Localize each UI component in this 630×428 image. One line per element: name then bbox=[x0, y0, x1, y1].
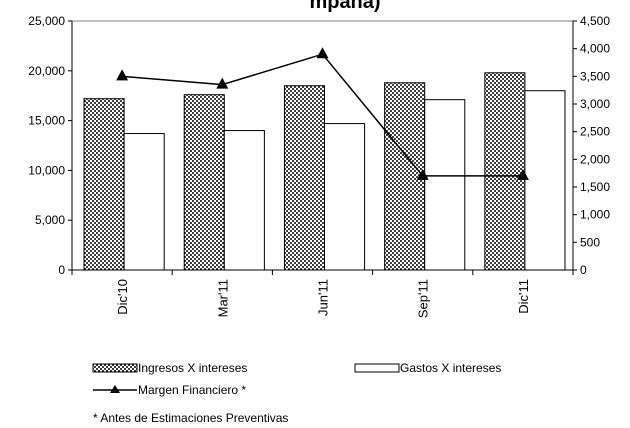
category-label: Sep'11 bbox=[416, 279, 431, 318]
right-axis-tick-label: 2,000 bbox=[580, 152, 610, 166]
right-axis-tick-label: 1,000 bbox=[580, 208, 610, 222]
point-margen-financiero bbox=[216, 77, 229, 89]
legend-label-gastos: Gastos X intereses bbox=[400, 361, 501, 375]
right-axis-tick-label: 500 bbox=[580, 235, 600, 249]
bar-ingresos bbox=[384, 82, 426, 271]
right-axis-tick-label: 2,500 bbox=[580, 125, 610, 139]
chart-title: mpaña) bbox=[309, 0, 380, 13]
left-axis-tick-label: 20,000 bbox=[28, 64, 65, 78]
legend-label-ingresos: Ingresos X intereses bbox=[138, 361, 247, 375]
left-axis-tick-label: 0 bbox=[58, 263, 65, 277]
bar-gastos bbox=[424, 99, 466, 271]
bar-gastos bbox=[223, 130, 265, 271]
point-margen-financiero bbox=[416, 168, 429, 180]
category-label: Jun'11 bbox=[316, 279, 331, 316]
bar-ingresos bbox=[183, 94, 225, 271]
bar-gastos bbox=[524, 90, 566, 271]
point-margen-financiero bbox=[316, 47, 329, 59]
footnote: * Antes de Estimaciones Preventivas bbox=[93, 411, 288, 425]
bar-ingresos bbox=[83, 98, 125, 271]
legend-marker-margen bbox=[110, 385, 120, 393]
category-label: Dic'10 bbox=[115, 279, 130, 315]
bar-ingresos bbox=[283, 85, 326, 271]
legend: Ingresos X intereses Gastos X intereses … bbox=[92, 361, 501, 397]
right-axis-tick-label: 4,000 bbox=[580, 42, 610, 56]
category-label: Dic'11 bbox=[516, 279, 531, 314]
legend-swatch-ingresos bbox=[92, 363, 138, 373]
bar-ingresos bbox=[484, 72, 526, 271]
right-axis-tick-label: 3,500 bbox=[580, 69, 610, 83]
left-axis-tick-label: 5,000 bbox=[35, 213, 65, 227]
legend-swatch-gastos bbox=[354, 363, 400, 373]
point-margen-financiero bbox=[116, 69, 129, 81]
right-axis-tick-label: 0 bbox=[580, 263, 587, 277]
right-axis-tick-label: 3,000 bbox=[580, 97, 610, 111]
bar-gastos bbox=[324, 123, 366, 271]
right-axis-tick-label: 1,500 bbox=[580, 180, 610, 194]
bar-gastos bbox=[123, 133, 165, 271]
right-axis-tick-label: 4,500 bbox=[580, 14, 610, 28]
legend-label-margen: Margen Financiero * bbox=[138, 383, 246, 397]
left-axis-tick-label: 15,000 bbox=[28, 114, 65, 128]
left-axis-tick-label: 25,000 bbox=[28, 14, 65, 28]
left-axis-tick-label: 10,000 bbox=[28, 163, 65, 177]
category-label: Mar'11 bbox=[215, 279, 230, 317]
point-margen-financiero bbox=[516, 168, 529, 180]
plot-area: 0 5,000 10,000 15,000 20,000 25,000 0 500 1,000 1… bbox=[28, 14, 610, 318]
